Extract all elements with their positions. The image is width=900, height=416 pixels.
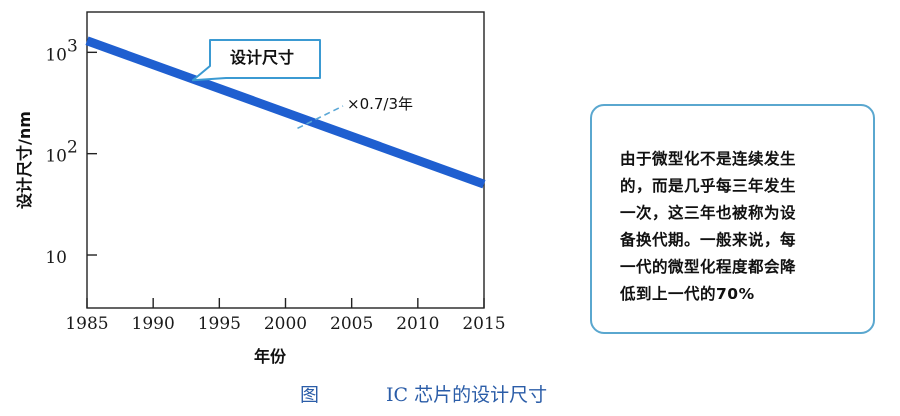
x-tick-label: 1985: [65, 314, 108, 334]
y-tick-label: 10: [45, 45, 67, 65]
note-line: 一代的微型化程度都会降: [620, 258, 797, 276]
series-layer: [85, 36, 486, 189]
caption-label: 图: [300, 384, 320, 406]
note-box: 由于微型化不是连续发生 的，而是几乎每三年发生 一次，这三年也被称为设 备换代期…: [590, 104, 875, 334]
callout-label: 设计尺寸: [230, 48, 294, 67]
note-text: 由于微型化不是连续发生 的，而是几乎每三年发生 一次，这三年也被称为设 备换代期…: [620, 146, 861, 308]
note-line: 的，而是几乎每三年发生: [620, 177, 797, 195]
series-line: [85, 36, 486, 189]
y-tick-base: 10: [45, 147, 67, 167]
x-axis-ticks: 1985 1990 1995 2000 2005 2010 2015: [65, 298, 506, 334]
note-line: 由于微型化不是连续发生: [620, 150, 797, 168]
y-tick-exponent: 2: [67, 138, 78, 158]
x-tick-label: 2015: [462, 314, 505, 334]
y-tick-base: 10: [45, 45, 67, 65]
x-tick-label: 2000: [264, 314, 307, 334]
y-tick-base: 10: [45, 248, 67, 268]
rate-leader-line: [297, 105, 344, 130]
x-axis-title: 年份: [254, 347, 287, 366]
annotation-layer: 设计尺寸 ×0.7/3年: [191, 39, 413, 130]
y-tick-label: 10: [45, 147, 67, 167]
note-line: 低到上一代的70%: [620, 285, 755, 303]
figure-caption: 图 IC 芯片的设计尺寸: [0, 380, 900, 410]
rate-label: ×0.7/3年: [347, 95, 413, 113]
note-line: 备换代期。一般来说，每: [620, 231, 797, 249]
x-tick-label: 1990: [132, 314, 175, 334]
x-tick-label: 2010: [396, 314, 439, 334]
x-tick-label: 1995: [198, 314, 241, 334]
callout-box: [191, 39, 321, 82]
y-tick-exponent: 3: [67, 36, 78, 56]
y-tick-label: 10: [45, 248, 67, 268]
note-line: 一次，这三年也被称为设: [620, 204, 797, 222]
caption-title: IC 芯片的设计尺寸: [386, 384, 548, 406]
y-axis-title: 设计尺寸/nm: [15, 111, 34, 209]
x-tick-label: 2005: [330, 314, 373, 334]
